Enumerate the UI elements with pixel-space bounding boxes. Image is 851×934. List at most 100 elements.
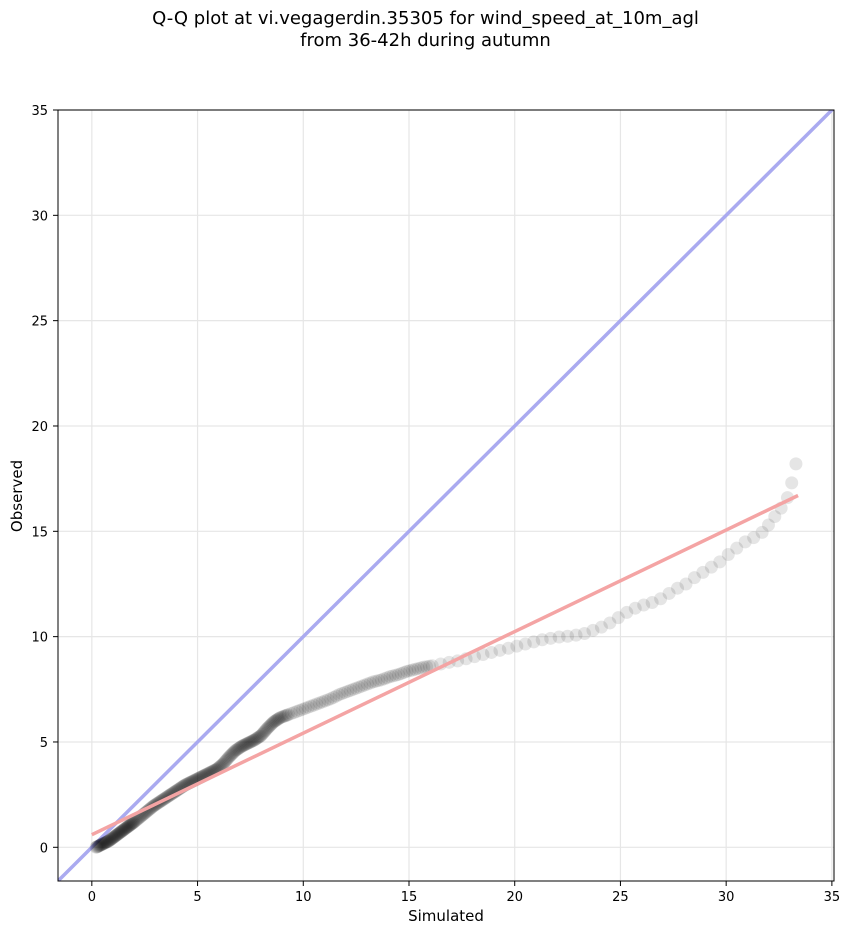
quantile-point: [262, 719, 276, 733]
quantile-point: [114, 824, 128, 838]
quantile-point: [230, 743, 244, 757]
quantile-point: [287, 705, 301, 719]
quantile-point: [355, 679, 369, 693]
quantile-point: [98, 836, 112, 850]
quantile-point: [92, 839, 106, 853]
quantile-point: [679, 577, 693, 591]
quantile-point: [126, 816, 140, 830]
y-tick-label: 20: [31, 420, 48, 435]
chart-title-line-1: Q-Q plot at vi.vegagerdin.35305 for wind…: [152, 8, 699, 29]
quantile-point: [277, 709, 291, 723]
quantile-point: [284, 707, 298, 721]
quantile-point: [363, 676, 377, 690]
quantile-point: [112, 827, 126, 841]
quantile-point: [90, 840, 104, 854]
quantile-point: [127, 815, 141, 829]
quantile-point: [417, 660, 431, 674]
quantile-point: [233, 741, 247, 755]
quantile-point: [239, 737, 253, 751]
quantile-point: [315, 695, 329, 709]
quantile-point: [222, 750, 236, 764]
y-tick-label: 0: [40, 841, 48, 856]
quantile-point: [372, 674, 386, 688]
quantile-point: [102, 834, 116, 848]
quantile-point: [377, 672, 391, 686]
quantile-point: [338, 685, 352, 699]
quantile-point: [535, 633, 549, 647]
quantile-point: [109, 829, 123, 843]
quantile-point: [112, 826, 126, 840]
quantile-point: [375, 673, 389, 687]
quantile-point: [510, 639, 524, 653]
quantile-point: [255, 727, 269, 741]
quantile-point: [250, 731, 264, 745]
quantile-point: [119, 821, 133, 835]
quantile-point: [414, 661, 428, 675]
x-tick-label: 35: [824, 890, 841, 905]
quantile-point: [89, 840, 103, 854]
quantile-point: [352, 680, 366, 694]
y-tick-label: 35: [31, 104, 48, 119]
quantile-point: [280, 708, 294, 722]
quantile-point: [90, 840, 104, 854]
quantile-point: [747, 531, 761, 545]
quantile-point: [264, 718, 278, 732]
quantile-point: [577, 626, 591, 640]
quantile-point: [293, 703, 307, 717]
fit-line: [91, 493, 799, 837]
quantile-point: [259, 723, 273, 737]
quantile-point: [91, 839, 105, 853]
quantile-point: [544, 631, 558, 645]
quantile-point: [276, 710, 290, 724]
quantile-point: [268, 714, 282, 728]
quantile-point: [637, 598, 651, 612]
quantile-point: [117, 823, 131, 837]
quantile-point: [569, 628, 583, 642]
quantile-point: [403, 664, 417, 678]
y-tick-label: 10: [31, 631, 48, 646]
quantile-point: [594, 620, 608, 634]
quantile-point: [397, 665, 411, 679]
quantile-point: [343, 683, 357, 697]
x-axis-ticks: 0 5 10 15 20 25 30 35: [88, 881, 840, 905]
quantile-point: [696, 565, 710, 579]
quantile-point: [281, 708, 295, 722]
quantile-point: [789, 457, 803, 471]
quantile-point: [738, 535, 752, 549]
quantile-point: [484, 645, 498, 659]
quantile-point: [406, 663, 420, 677]
quantile-point: [687, 571, 701, 585]
y-axis-label: Observed: [8, 460, 26, 532]
quantile-point: [119, 821, 133, 835]
quantile-point: [102, 833, 116, 847]
quantile-point: [476, 648, 490, 662]
quantile-point: [124, 817, 138, 831]
quantile-point: [237, 738, 251, 752]
x-tick-label: 0: [88, 890, 96, 905]
quantile-point: [110, 828, 124, 842]
quantile-point: [104, 832, 118, 846]
quantile-point: [267, 715, 281, 729]
quantile-point: [265, 717, 279, 731]
quantile-point: [117, 822, 131, 836]
quantile-point: [246, 734, 260, 748]
quantile-point: [100, 835, 114, 849]
quantile-point: [785, 476, 799, 490]
quantile-point: [249, 732, 263, 746]
quantile-point: [420, 660, 434, 674]
y-tick-label: 5: [40, 736, 48, 751]
quantile-point: [224, 748, 238, 762]
quantile-point: [113, 826, 127, 840]
quantile-point: [242, 735, 256, 749]
quantile-point: [231, 742, 245, 756]
quantile-point: [671, 581, 685, 595]
quantile-point: [310, 697, 324, 711]
quantile-point: [95, 837, 109, 851]
quantile-point: [100, 835, 114, 849]
quantile-point: [93, 838, 107, 852]
quantile-point: [226, 746, 240, 759]
quantile-point: [129, 813, 143, 827]
quantile-point: [121, 820, 135, 834]
quantile-point: [307, 698, 321, 712]
quantile-point: [327, 690, 341, 704]
